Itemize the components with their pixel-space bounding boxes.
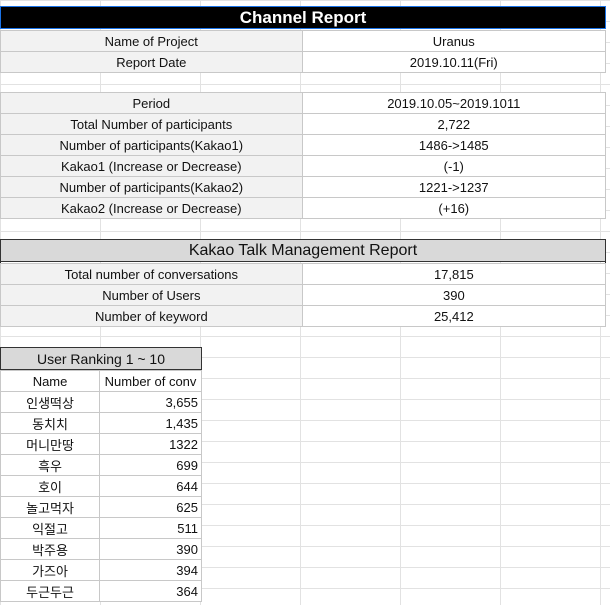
user-name[interactable]: 머니만땅 (0, 433, 101, 455)
kakao2-participants-value[interactable]: 1221->1237 (301, 176, 607, 198)
user-name[interactable]: 박주용 (0, 538, 101, 560)
user-name[interactable]: 동치치 (0, 412, 101, 434)
project-name-label[interactable]: Name of Project (0, 30, 303, 52)
table-row[interactable]: 익절고 511 (0, 517, 202, 539)
kakao2-change-label[interactable]: Kakao2 (Increase or Decrease) (0, 197, 303, 219)
kakao1-participants-label[interactable]: Number of participants(Kakao1) (0, 134, 303, 156)
total-participants-value[interactable]: 2,722 (301, 113, 607, 135)
management-title: Kakao Talk Management Report (188, 241, 418, 259)
user-conv-count[interactable]: 3,655 (99, 391, 202, 413)
user-conv-count[interactable]: 625 (99, 496, 202, 518)
report-date-value[interactable]: 2019.10.11(Fri) (301, 51, 606, 73)
kakao2-change-value[interactable]: (+16) (301, 197, 607, 219)
kakao1-participants-value[interactable]: 1486->1485 (301, 134, 607, 156)
user-name[interactable]: 흑우 (0, 454, 101, 476)
number-users-label[interactable]: Number of Users (0, 284, 303, 306)
table-row[interactable]: 가즈아 394 (0, 559, 202, 581)
project-row-name[interactable]: Name of Project Uranus (0, 30, 606, 52)
total-participants-row[interactable]: Total Number of participants 2,722 (0, 113, 607, 135)
kakao2-change-row[interactable]: Kakao2 (Increase or Decrease) (+16) (0, 197, 607, 219)
period-label[interactable]: Period (0, 92, 303, 114)
user-name[interactable]: 인생떡상 (0, 391, 101, 413)
user-conv-count[interactable]: 364 (99, 580, 202, 602)
table-row[interactable]: 머니만땅 1322 (0, 433, 202, 455)
management-title-cell[interactable]: Kakao Talk Management Report (0, 239, 606, 262)
project-row-date[interactable]: Report Date 2019.10.11(Fri) (0, 51, 606, 73)
table-row[interactable]: 두근두근 364 (0, 580, 202, 602)
ranking-title: User Ranking 1 ~ 10 (36, 350, 166, 367)
project-table: Name of Project Uranus Report Date 2019.… (0, 30, 606, 73)
number-users-value[interactable]: 390 (301, 284, 607, 306)
management-table: Total number of conversations 17,815 Num… (0, 263, 607, 327)
number-keyword-label[interactable]: Number of keyword (0, 305, 303, 327)
ranking-col-name[interactable]: Name (0, 370, 101, 392)
project-name-value[interactable]: Uranus (301, 30, 606, 52)
table-row[interactable]: 박주용 390 (0, 538, 202, 560)
table-row[interactable]: 흑우 699 (0, 454, 202, 476)
user-conv-count[interactable]: 394 (99, 559, 202, 581)
kakao1-change-value[interactable]: (-1) (301, 155, 607, 177)
user-conv-count[interactable]: 1,435 (99, 412, 202, 434)
table-row[interactable]: 호이 644 (0, 475, 202, 497)
kakao1-change-label[interactable]: Kakao1 (Increase or Decrease) (0, 155, 303, 177)
period-value[interactable]: 2019.10.05~2019.1011 (301, 92, 607, 114)
table-row[interactable]: 동치치 1,435 (0, 412, 202, 434)
report-date-label[interactable]: Report Date (0, 51, 303, 73)
user-conv-count[interactable]: 390 (99, 538, 202, 560)
management-frame: Kakao Talk Management Report Total numbe… (0, 239, 607, 327)
total-conversations-row[interactable]: Total number of conversations 17,815 (0, 263, 607, 285)
ranking-title-cell[interactable]: User Ranking 1 ~ 10 (0, 347, 202, 370)
total-participants-label[interactable]: Total Number of participants (0, 113, 303, 135)
user-name[interactable]: 익절고 (0, 517, 101, 539)
user-conv-count[interactable]: 511 (99, 517, 202, 539)
kakao2-participants-row[interactable]: Number of participants(Kakao2) 1221->123… (0, 176, 607, 198)
number-users-row[interactable]: Number of Users 390 (0, 284, 607, 306)
user-conv-count[interactable]: 644 (99, 475, 202, 497)
kakao2-participants-label[interactable]: Number of participants(Kakao2) (0, 176, 303, 198)
number-keyword-row[interactable]: Number of keyword 25,412 (0, 305, 607, 327)
ranking-header-row: Name Number of conv (0, 370, 202, 392)
period-table-frame: Period 2019.10.05~2019.1011 Total Number… (0, 92, 607, 219)
table-row[interactable]: 놀고먹자 625 (0, 496, 202, 518)
period-table: Period 2019.10.05~2019.1011 Total Number… (0, 92, 607, 219)
report-title: Channel Report (239, 7, 367, 27)
user-conv-count[interactable]: 1322 (99, 433, 202, 455)
user-name[interactable]: 두근두근 (0, 580, 101, 602)
kakao1-participants-row[interactable]: Number of participants(Kakao1) 1486->148… (0, 134, 607, 156)
total-conversations-label[interactable]: Total number of conversations (0, 263, 303, 285)
user-name[interactable]: 가즈아 (0, 559, 101, 581)
user-name[interactable]: 호이 (0, 475, 101, 497)
period-row[interactable]: Period 2019.10.05~2019.1011 (0, 92, 607, 114)
ranking-frame: User Ranking 1 ~ 10 Name Number of conv … (0, 347, 202, 602)
report-title-bar[interactable]: Channel Report (0, 6, 606, 29)
number-keyword-value[interactable]: 25,412 (301, 305, 607, 327)
user-conv-count[interactable]: 699 (99, 454, 202, 476)
ranking-table: Name Number of conv 인생떡상 3,655 동치치 1,435 머… (0, 370, 202, 602)
user-name[interactable]: 놀고먹자 (0, 496, 101, 518)
total-conversations-value[interactable]: 17,815 (301, 263, 607, 285)
table-row[interactable]: 인생떡상 3,655 (0, 391, 202, 413)
ranking-col-conv[interactable]: Number of conv (99, 370, 202, 392)
kakao1-change-row[interactable]: Kakao1 (Increase or Decrease) (-1) (0, 155, 607, 177)
